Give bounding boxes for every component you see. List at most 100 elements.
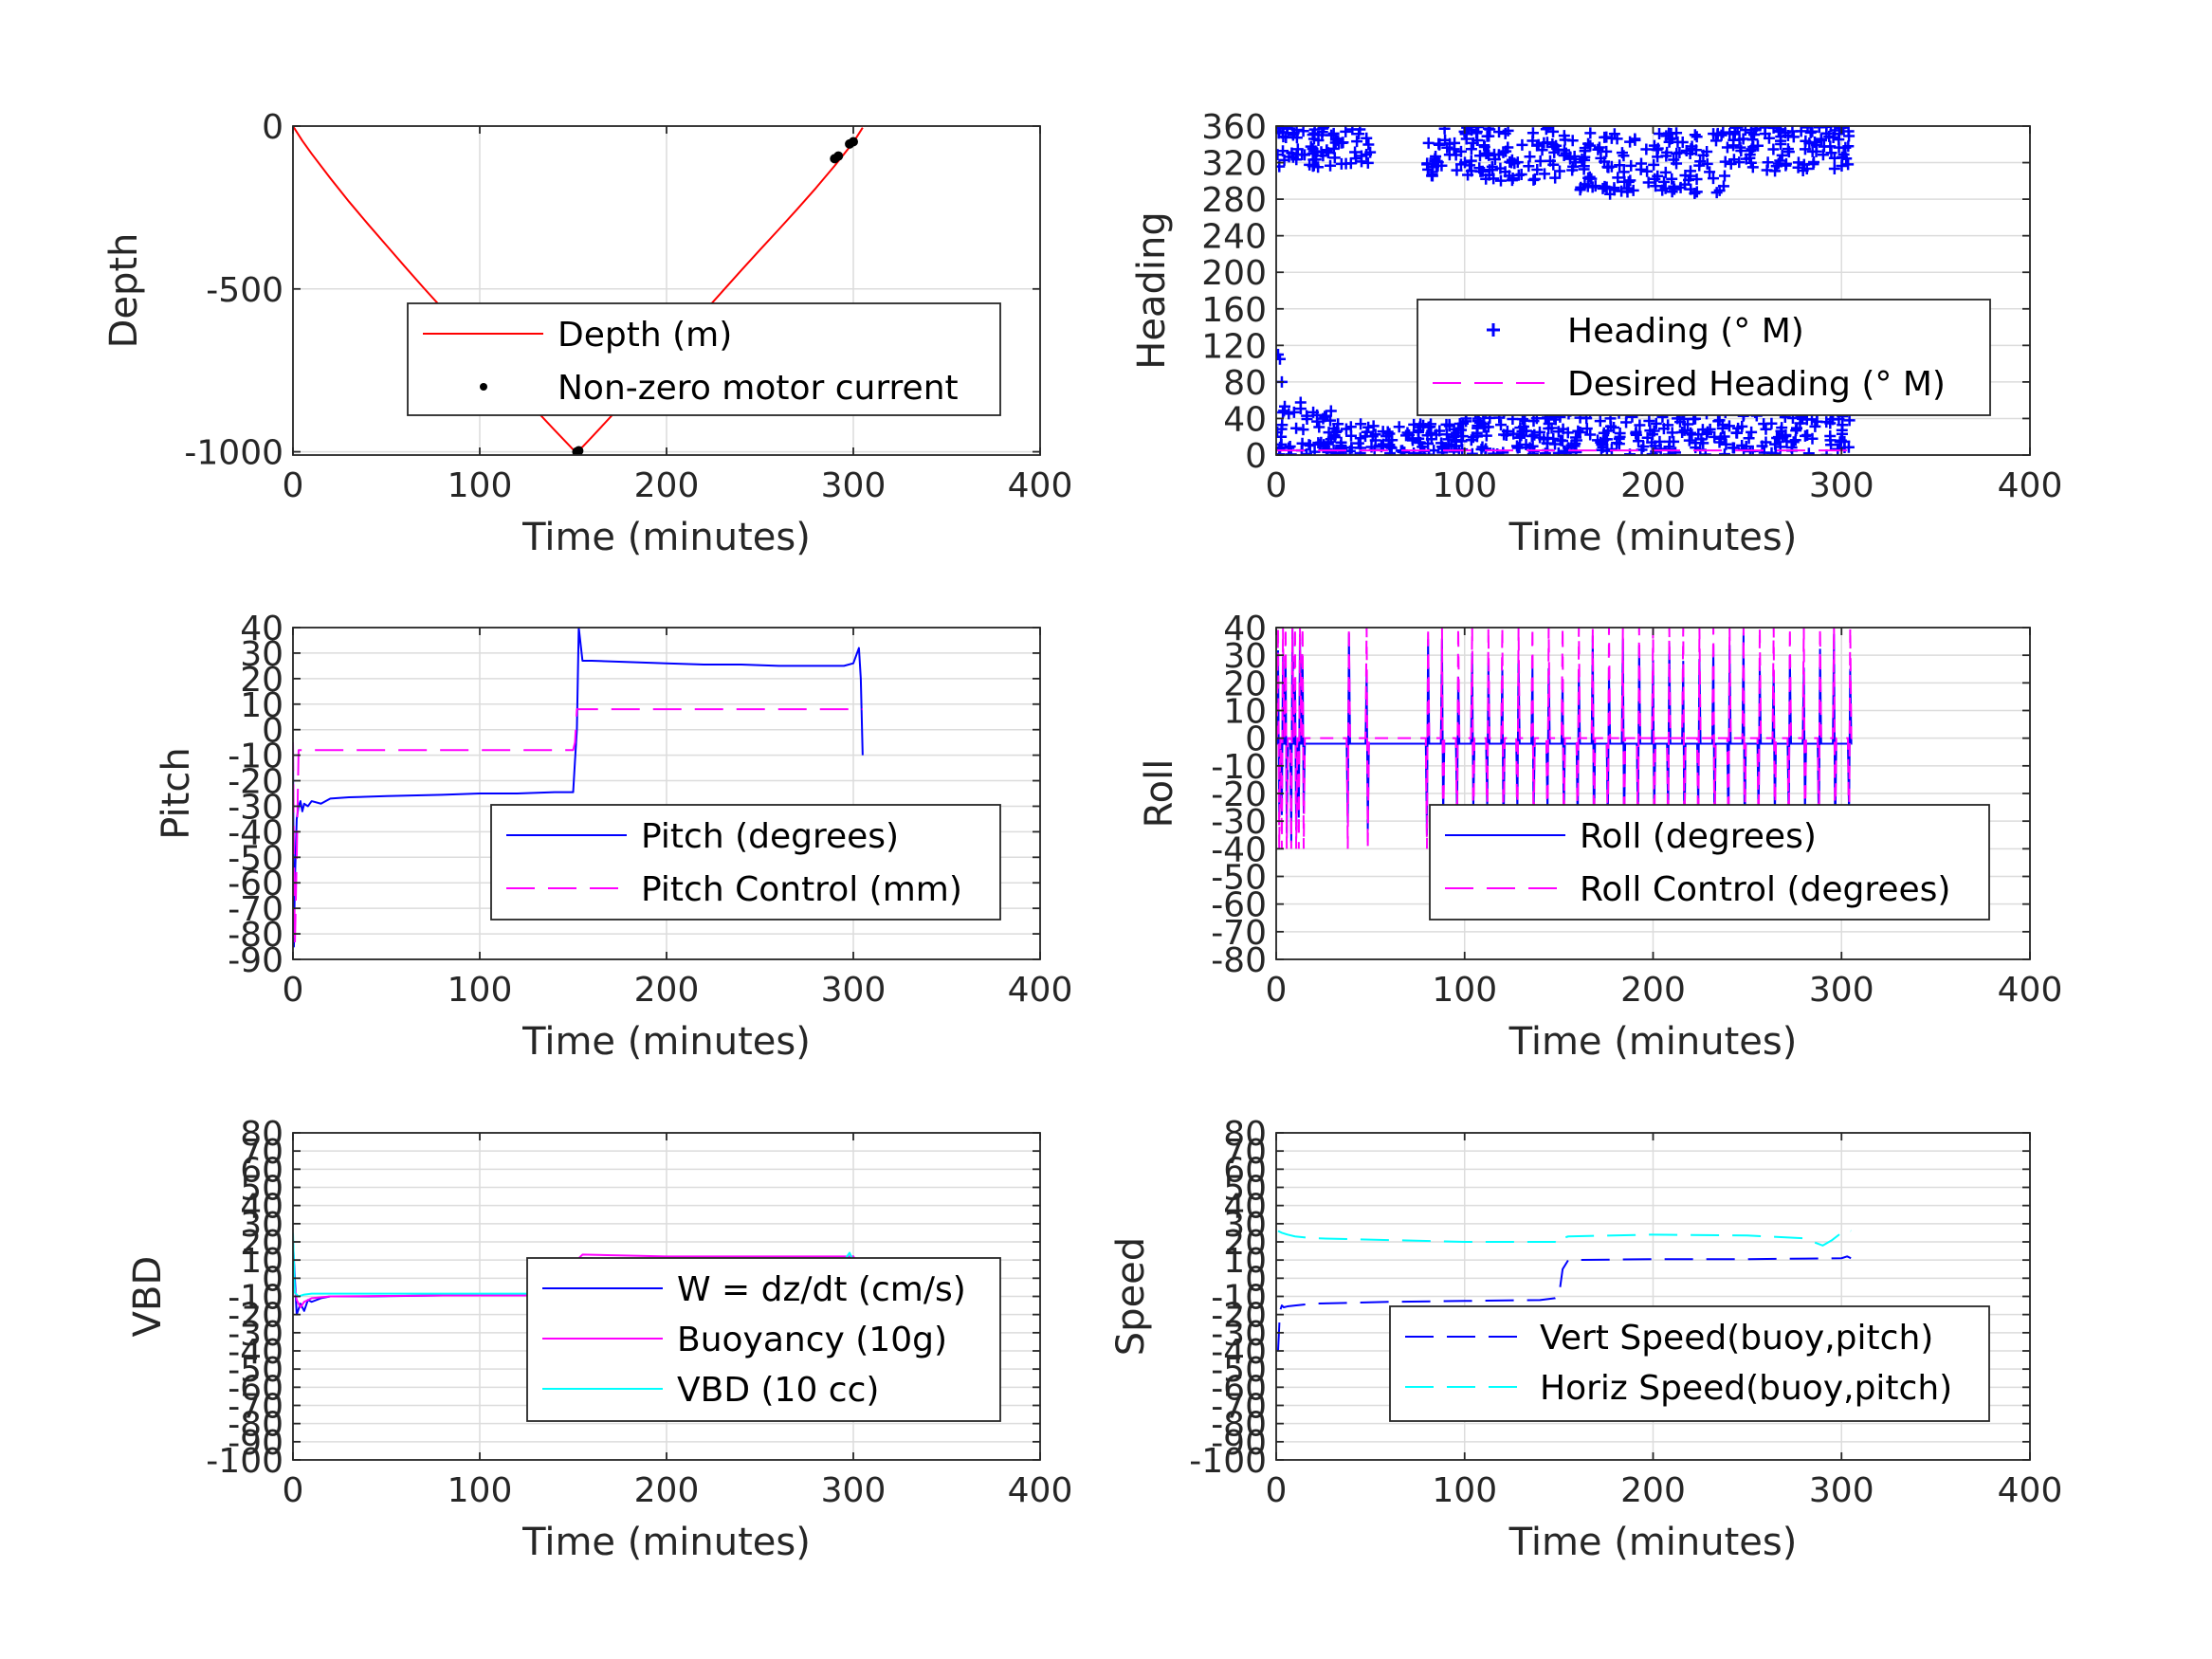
heading-point	[1816, 134, 1828, 146]
depth-xtick-label: 400	[1008, 466, 1073, 505]
pitch-legend: Pitch (degrees) Pitch Control (mm)	[490, 804, 1001, 921]
heading-point	[1276, 126, 1289, 138]
heading-point	[1513, 441, 1526, 453]
roll-xtick-label: 400	[1998, 971, 2063, 1010]
heading-point	[1807, 158, 1819, 171]
heading-point	[1618, 175, 1631, 188]
heading-point	[1362, 156, 1374, 169]
heading-point	[1448, 446, 1460, 455]
roll-xtick-label: 0	[1266, 971, 1288, 1010]
heading-point	[1689, 129, 1701, 141]
heading-point	[1743, 432, 1755, 445]
pitch-ticks: 0 100 200 300 400403020100-10-20-30-40-50-60…	[228, 610, 1072, 1010]
heading-point	[1524, 442, 1536, 454]
heading-point	[1625, 159, 1637, 172]
heading-point	[1523, 160, 1535, 173]
heading-point	[1436, 441, 1449, 453]
heading-point	[1630, 426, 1642, 438]
heading-point	[1340, 126, 1352, 137]
heading-point	[1719, 155, 1731, 168]
heading-point	[1518, 425, 1530, 437]
heading-point	[1691, 186, 1703, 198]
heading-point	[1737, 133, 1749, 145]
heading-point	[1494, 419, 1507, 431]
heading-point	[1600, 145, 1613, 157]
roll-ytick-label: -80	[1211, 941, 1267, 980]
heading-point	[1648, 425, 1660, 437]
depth-legend-box	[407, 302, 1001, 416]
heading-point	[1480, 147, 1492, 159]
heading-point	[1596, 438, 1608, 450]
heading-point	[1440, 428, 1453, 441]
heading-point	[1514, 431, 1526, 444]
heading-point	[1377, 438, 1389, 450]
heading-point	[1707, 173, 1719, 185]
heading-point	[1526, 429, 1538, 442]
speed-ticks: 0 100 200 300 40080706050403020100-10-20-30-…	[1189, 1115, 2062, 1510]
heading-point	[1634, 419, 1646, 431]
speed-xtick-label: 200	[1620, 1471, 1686, 1510]
heading-point	[1500, 429, 1512, 442]
heading-point	[1728, 134, 1740, 146]
roll-legend-label: Roll Control (degrees)	[1580, 870, 1950, 909]
heading-point	[1691, 131, 1703, 143]
heading-point	[1579, 142, 1591, 155]
heading-point	[1453, 424, 1465, 436]
pitch-ytick-label: -70	[228, 890, 283, 929]
speed-ytick-label: 70	[1223, 1133, 1267, 1172]
heading-point	[1544, 155, 1556, 167]
heading-point	[1276, 353, 1286, 365]
heading-point	[1533, 426, 1545, 438]
roll-ytick-label: -60	[1211, 886, 1267, 925]
pitch-legend-label: Pitch Control (mm)	[641, 870, 962, 909]
pitch-legend-box	[490, 804, 1001, 921]
heading-point	[1772, 431, 1784, 444]
vbd-xlabel: Time (minutes)	[521, 1521, 811, 1564]
roll-ylabel: Roll	[1138, 759, 1181, 829]
vbd-ytick-label: -80	[228, 1406, 283, 1445]
heading-point	[1438, 126, 1451, 135]
vbd-xtick-label: 100	[448, 1471, 513, 1510]
heading-point	[1361, 132, 1373, 144]
roll-ytick-label: 0	[1245, 720, 1267, 759]
heading-point	[1701, 146, 1713, 158]
speed-legend-label: Vert Speed(buoy,pitch)	[1540, 1319, 1933, 1358]
heading-point	[1466, 447, 1478, 455]
vbd-ytick-label: 30	[240, 1206, 283, 1245]
heading-point	[1605, 443, 1618, 455]
roll-plot-area	[1276, 628, 1853, 849]
heading-point	[1776, 422, 1788, 434]
heading-point	[1827, 132, 1839, 144]
heading-point	[1397, 446, 1409, 455]
depth-ticks: 0 100 200 300 400 0 -500 -1000	[184, 108, 1072, 505]
heading-point	[1825, 147, 1837, 159]
speed-legend-box	[1389, 1305, 1990, 1422]
depth-xtick-label: 200	[634, 466, 700, 505]
heading-point	[1456, 444, 1469, 455]
heading-point	[1325, 159, 1337, 172]
heading-point	[1283, 151, 1295, 163]
heading-point	[1540, 126, 1552, 136]
heading-point	[1297, 424, 1309, 436]
heading-point	[1650, 417, 1662, 429]
heading-point	[1842, 126, 1855, 137]
pitch-legend-label: Pitch (degrees)	[641, 817, 899, 856]
heading-point	[1465, 143, 1477, 155]
heading-point	[1472, 134, 1484, 146]
pitch-ytick-label: 0	[262, 712, 283, 751]
heading-point	[1344, 421, 1357, 433]
depth-ylabel: Depth	[102, 233, 146, 349]
heading-point	[1746, 161, 1759, 173]
heading-point	[1782, 143, 1794, 155]
heading-point	[1301, 410, 1313, 422]
heading-point	[1473, 162, 1486, 174]
motor-current-dot	[833, 151, 844, 161]
heading-point	[1671, 157, 1683, 170]
heading-point	[1519, 414, 1531, 427]
heading-point	[1618, 166, 1630, 178]
heading-point	[1666, 186, 1678, 198]
vbd-ytick-label: 40	[240, 1188, 283, 1227]
heading-point	[1549, 172, 1562, 184]
heading-point	[1297, 126, 1309, 137]
heading-point	[1636, 157, 1647, 170]
